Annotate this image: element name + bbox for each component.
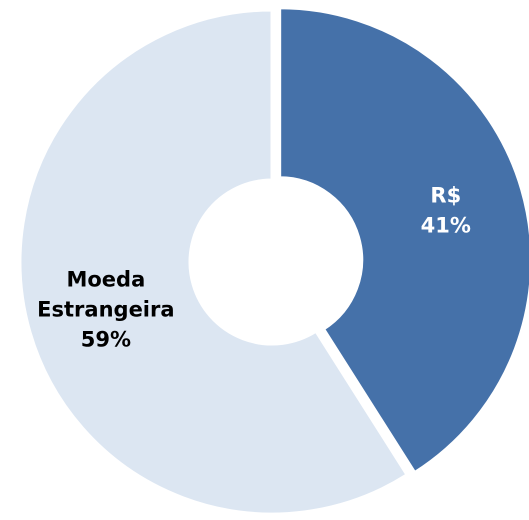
- donut-segment: [18, 8, 410, 516]
- segment-value-label: 41%: [421, 214, 471, 238]
- segment-label: R$: [430, 184, 461, 208]
- segment-label: Moeda Estrangeira: [37, 267, 174, 321]
- segment-value-label: 59%: [81, 327, 131, 351]
- donut-segment: [278, 6, 529, 475]
